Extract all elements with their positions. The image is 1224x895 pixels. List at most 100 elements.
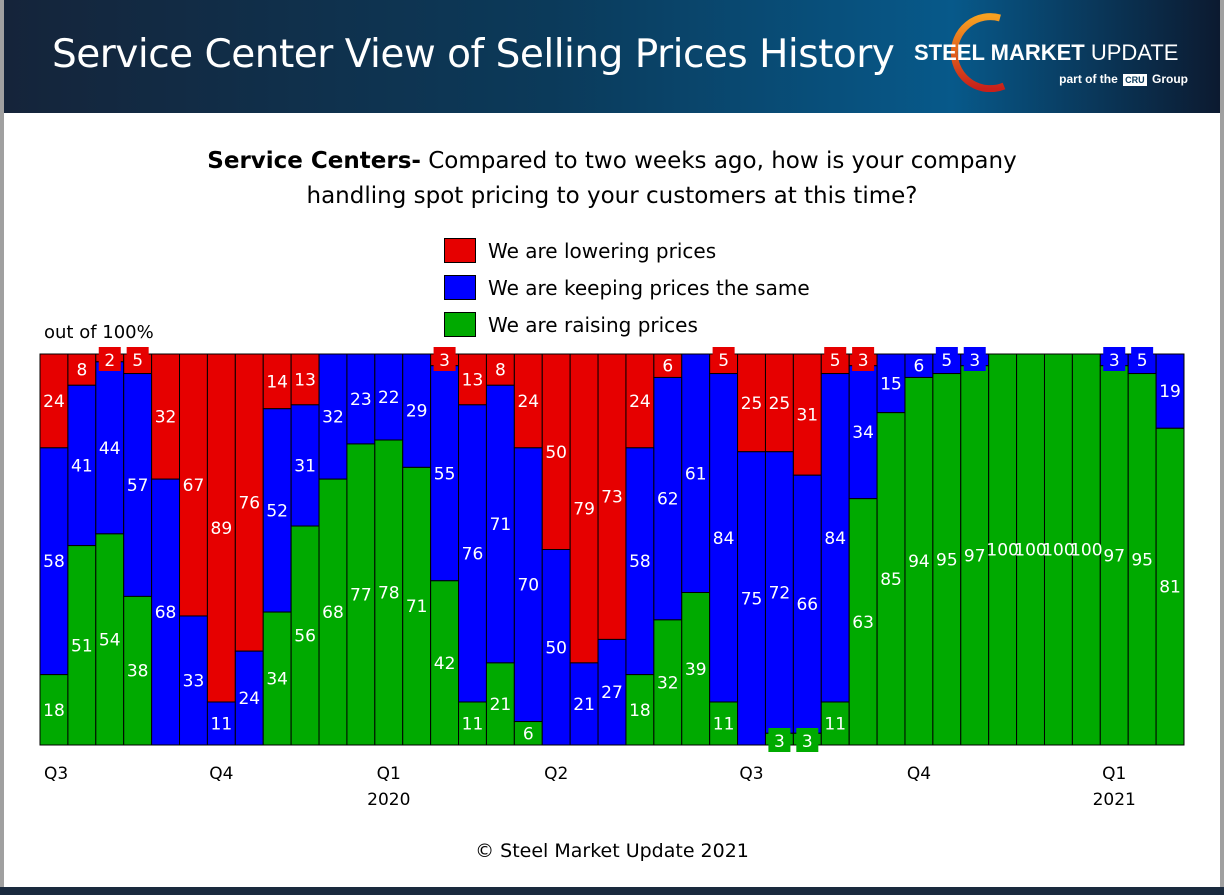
data-label: 75 [741, 589, 763, 609]
data-label: 21 [490, 695, 512, 715]
bar-segment-raising [848, 498, 878, 746]
data-label: 15 [880, 374, 902, 394]
data-label: 77 [350, 585, 372, 605]
data-label: 100 [1070, 541, 1102, 561]
bar-segment-raising [485, 662, 515, 746]
data-label: 5 [718, 351, 729, 371]
y-axis-label: out of 100% [44, 322, 154, 343]
bar-segment-raising [904, 376, 934, 746]
x-tick-label: Q1 [1102, 764, 1126, 784]
data-label-box [433, 347, 456, 371]
data-label: 61 [685, 464, 707, 484]
data-label: 18 [43, 701, 65, 721]
bar-segment-raising [932, 373, 962, 746]
data-label: 56 [294, 627, 316, 647]
data-label: 34 [852, 423, 874, 443]
bar-segment-raising [95, 533, 125, 746]
logo-arc-icon [950, 13, 1006, 92]
bar-segment-raising [988, 353, 1018, 746]
data-label: 25 [769, 394, 791, 414]
x-tick-label: Q3 [739, 764, 763, 784]
bar-segment-same [485, 384, 515, 664]
data-label: 57 [127, 476, 149, 496]
data-label: 100 [1042, 541, 1074, 561]
bar-segment-same [179, 615, 208, 746]
bar-segment-lowering [206, 353, 236, 703]
data-label: 76 [462, 544, 484, 564]
bar-segment-raising [1071, 353, 1101, 746]
data-label: 3 [802, 732, 813, 752]
data-label: 19 [1159, 382, 1181, 402]
data-label: 11 [824, 714, 846, 734]
bar-segment-lowering [513, 353, 543, 449]
data-label: 58 [43, 552, 65, 572]
x-year-label: 2021 [1093, 790, 1136, 810]
data-label: 8 [76, 361, 87, 381]
bar-segment-same [513, 447, 543, 723]
bar-segment-raising [1099, 365, 1129, 746]
x-tick-label: Q4 [907, 764, 931, 784]
data-label: 5 [1137, 351, 1148, 371]
bar-segment-lowering [485, 353, 515, 386]
header-banner: Service Center View of Selling Prices Hi… [4, 0, 1220, 113]
bar-segment-lowering [541, 353, 571, 550]
data-label: 3 [969, 351, 980, 371]
x-tick-label: Q1 [377, 764, 401, 784]
data-label: 55 [434, 464, 456, 484]
bar-segment-same [597, 638, 627, 746]
page-title: Service Center View of Selling Prices Hi… [52, 32, 895, 77]
data-label-box [712, 347, 735, 371]
data-label: 11 [462, 714, 484, 734]
bar-segment-raising [123, 595, 153, 746]
data-label: 22 [378, 388, 400, 408]
data-label: 3 [774, 732, 785, 752]
data-label: 42 [434, 654, 456, 674]
bar-segment-raising [625, 674, 655, 746]
data-label: 23 [350, 390, 372, 410]
data-label: 70 [517, 576, 539, 596]
legend-item-same: We are keeping prices the same [444, 269, 810, 306]
bar-segment-lowering [764, 353, 794, 453]
data-label: 58 [629, 552, 651, 572]
bar-segment-raising [1127, 373, 1157, 746]
data-label-box [126, 347, 149, 371]
data-label: 89 [211, 519, 233, 539]
bar-segment-same [374, 353, 404, 441]
data-label-box [98, 347, 121, 371]
bar-segment-raising [458, 701, 487, 746]
bar-segment-same [234, 650, 264, 746]
data-label: 62 [657, 490, 679, 510]
bar-segment-same [1155, 353, 1185, 429]
data-label: 34 [266, 670, 288, 690]
data-label-box [768, 728, 791, 752]
data-label-box [1103, 347, 1126, 371]
data-label: 95 [1131, 550, 1153, 570]
bar-segment-raising [374, 439, 404, 746]
bar-segment-raising [290, 525, 320, 746]
data-label: 3 [439, 351, 450, 371]
data-label: 11 [211, 714, 233, 734]
bar-segment-lowering [625, 353, 655, 449]
data-label: 95 [936, 550, 958, 570]
data-label: 67 [183, 476, 205, 496]
bar-segment-same [290, 404, 320, 527]
data-label: 54 [99, 630, 121, 650]
x-year-label: 2020 [367, 790, 410, 810]
bar-segment-raising [960, 365, 990, 746]
bar-segment-same [709, 373, 739, 703]
bar-segment-raising [1016, 353, 1045, 746]
x-tick-label: Q2 [544, 764, 568, 784]
data-label: 50 [545, 443, 567, 463]
data-label: 5 [830, 351, 841, 371]
bar-segment-raising [653, 619, 683, 746]
data-label: 38 [127, 662, 149, 682]
bar-segment-same [206, 701, 236, 746]
bar-segment-same [848, 365, 878, 500]
bar-segment-raising [1043, 353, 1073, 746]
data-label: 79 [573, 499, 595, 519]
data-label: 68 [155, 603, 177, 623]
data-label: 44 [99, 439, 121, 459]
data-label: 3 [1109, 351, 1120, 371]
data-label: 85 [880, 570, 902, 590]
